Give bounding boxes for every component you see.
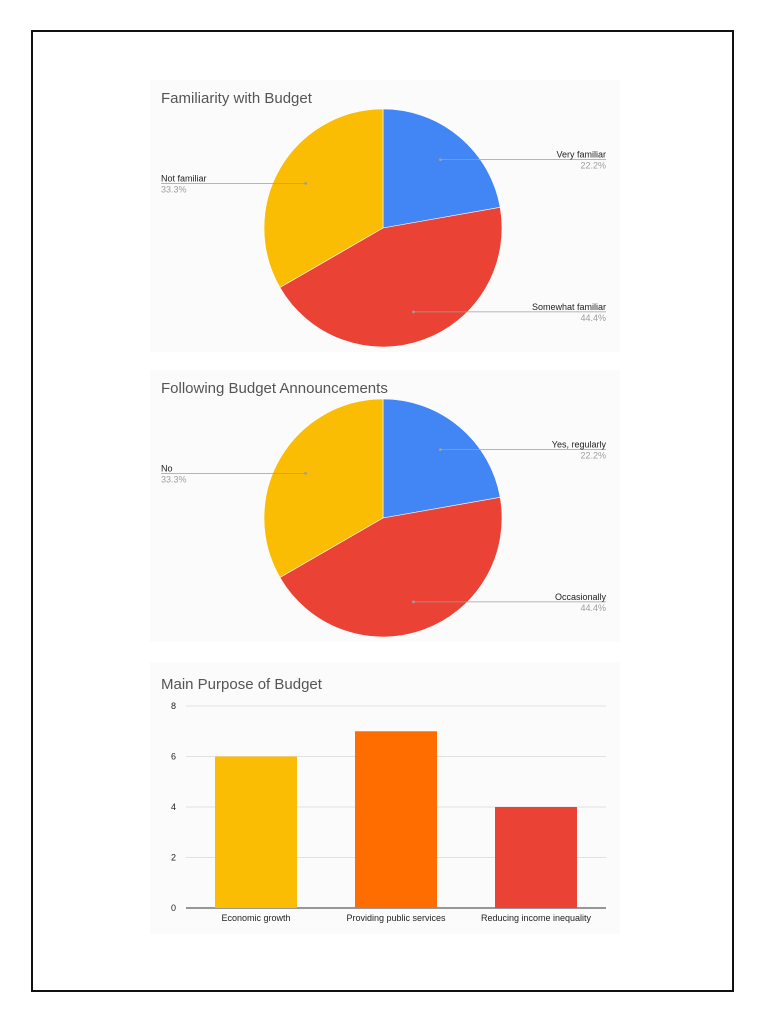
x-tick-label: Economic growth (221, 913, 290, 923)
x-tick-label: Reducing income inequality (481, 913, 592, 923)
slice-label-occasionally: Occasionally (555, 592, 607, 602)
page-frame (31, 30, 734, 992)
y-tick-label: 4 (171, 802, 176, 812)
slice-label-no: No (161, 463, 173, 473)
bar-chart-purpose: Main Purpose of Budget 0 2 4 6 8 Economic grow… (150, 662, 620, 934)
slice-percent-not-familiar: 33.3% (161, 184, 187, 194)
bar-economic-growth (215, 756, 297, 908)
pie-chart-familiarity-svg: Familiarity with Budget Very familiar22.2… (161, 90, 606, 348)
leader-dot (304, 182, 308, 185)
y-tick-label: 6 (171, 752, 176, 762)
x-tick-label: Providing public services (346, 913, 446, 923)
chart-title: Familiarity with Budget (161, 90, 313, 107)
pie-slice-not-familiar (263, 108, 384, 288)
slice-percent-no: 33.3% (161, 474, 187, 484)
y-tick-label: 0 (171, 903, 176, 913)
pie-slice-very-familiar (382, 108, 501, 229)
chart-title: Main Purpose of Budget (161, 676, 323, 693)
chart-title: Following Budget Announcements (161, 380, 388, 397)
pie-slice-yes-regularly (382, 398, 501, 519)
slice-percent-very-familiar: 22.2% (580, 161, 606, 171)
pie-slice-no (263, 398, 384, 578)
pie-chart-announcements: Following Budget Announcements Yes, regul… (150, 370, 620, 642)
slice-percent-yes-regularly: 22.2% (580, 451, 606, 461)
slice-percent-somewhat-familiar: 44.4% (580, 313, 606, 323)
pie-chart-familiarity: Familiarity with Budget Very familiar 22.2… (150, 80, 620, 352)
leader-dot (304, 472, 308, 475)
slice-label-somewhat-familiar: Somewhat familiar (532, 302, 606, 312)
y-tick-label: 8 (171, 701, 176, 711)
slice-label-very-familiar: Very familiar (556, 150, 606, 160)
bar-providing-public-services (355, 731, 437, 908)
bar-reducing-income-inequality (495, 807, 577, 908)
slice-percent-occasionally: 44.4% (580, 603, 606, 613)
y-tick-label: 2 (171, 853, 176, 863)
pie-chart-announcements-svg: Following Budget Announcements Yes, regul… (161, 380, 607, 638)
slice-label-not-familiar: Not familiar (161, 173, 207, 183)
bar-chart-purpose-svg: Main Purpose of Budget 0 2 4 6 8 Economic grow… (161, 676, 606, 923)
slice-label-yes-regularly: Yes, regularly (552, 440, 607, 450)
